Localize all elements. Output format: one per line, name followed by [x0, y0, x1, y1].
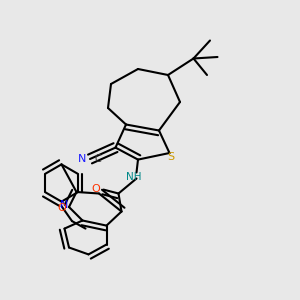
Text: N: N — [60, 200, 69, 211]
Text: O: O — [58, 203, 67, 213]
Text: S: S — [167, 152, 175, 163]
Text: O: O — [92, 184, 100, 194]
Text: NH: NH — [126, 172, 141, 182]
Text: N: N — [78, 154, 87, 164]
Text: C: C — [94, 154, 101, 164]
